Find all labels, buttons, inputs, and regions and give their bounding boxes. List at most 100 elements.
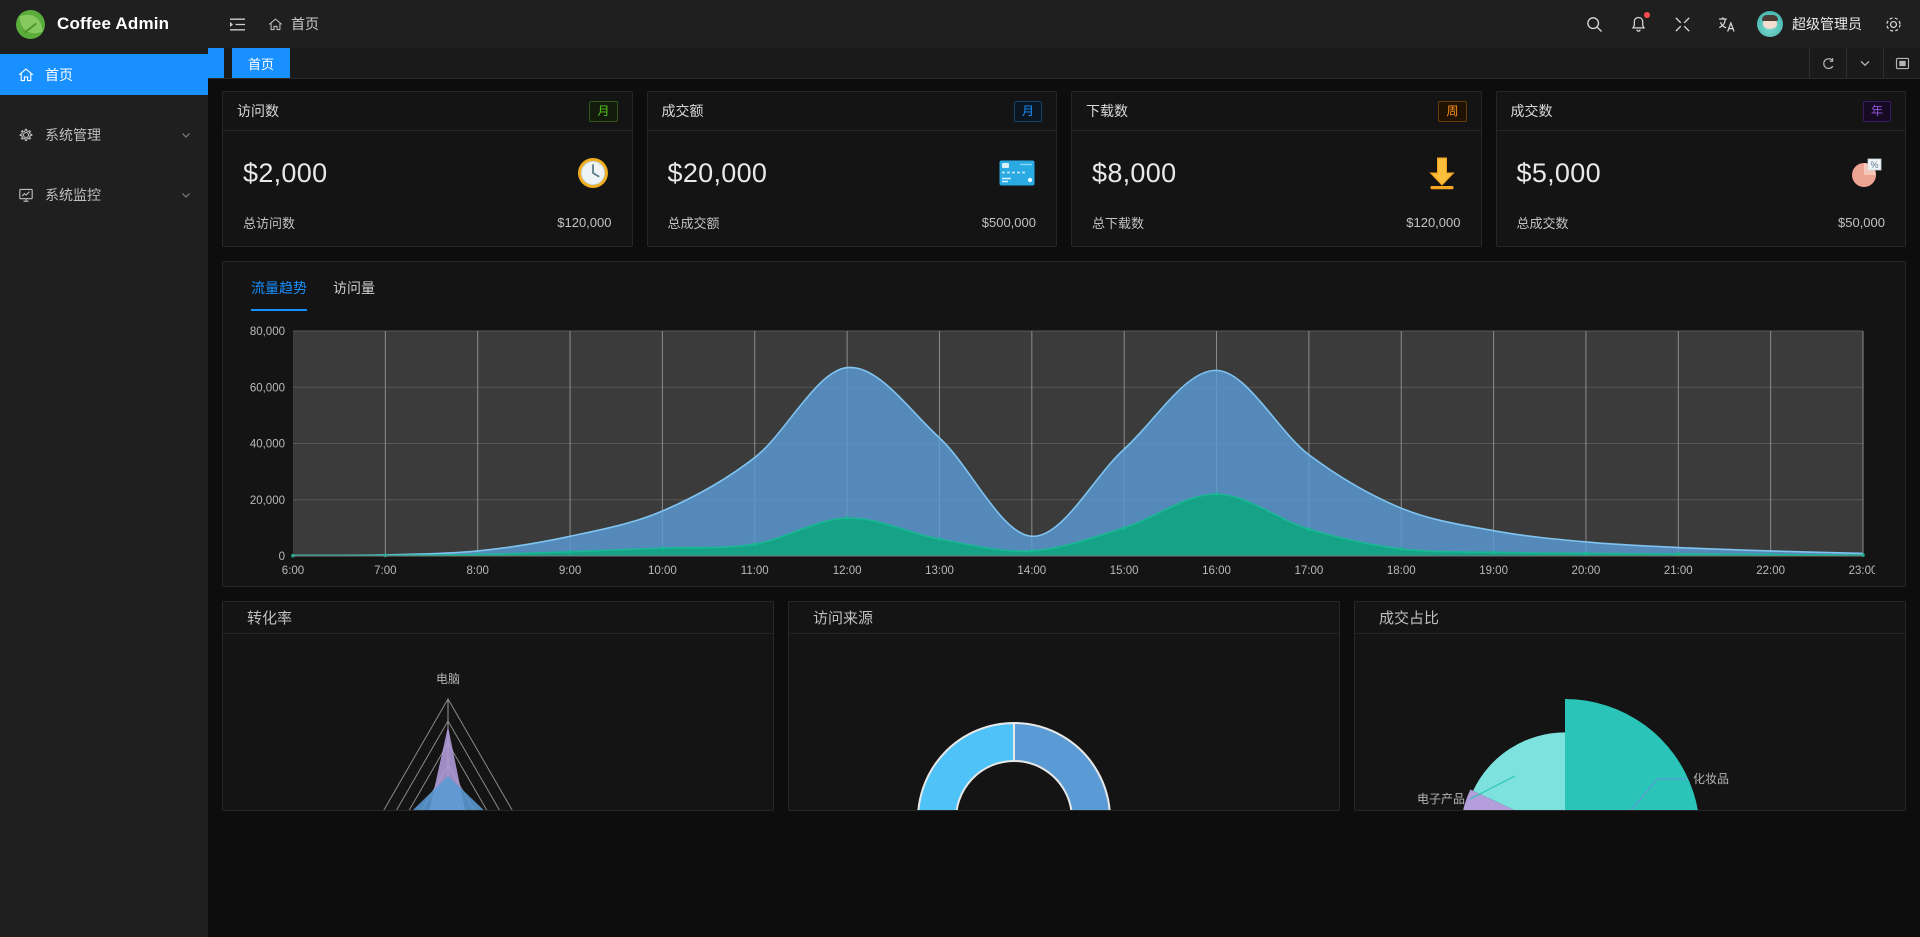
- y-tick-label: 80,000: [250, 326, 285, 338]
- sidebar-item-system-monitor[interactable]: 系统监控: [0, 175, 208, 215]
- area-series-visits: [293, 494, 1863, 556]
- stat-footer: 总成交数 $50,000: [1517, 213, 1886, 232]
- stat-footer-label: 总成交额: [667, 216, 720, 231]
- data-point: [1491, 550, 1496, 555]
- spring-leaf-logo-icon: [16, 9, 45, 39]
- tab-visits[interactable]: 访问量: [333, 280, 375, 296]
- page-tab-label: 首页: [248, 56, 275, 72]
- panel-body: [789, 634, 1339, 810]
- fullscreen-icon[interactable]: [1669, 11, 1695, 37]
- card-title: 成交额: [661, 103, 704, 119]
- visit-source-donut-chart[interactable]: [789, 634, 1239, 810]
- conversion-rate-panel: 转化率 电脑耳机充电器: [222, 601, 774, 811]
- stat-footer: 总访问数 $120,000: [243, 213, 612, 232]
- rose-leader-line: [1630, 777, 1687, 810]
- x-tick-label: 18:00: [1387, 565, 1416, 577]
- refresh-icon[interactable]: [1809, 48, 1846, 78]
- search-icon[interactable]: [1581, 11, 1607, 37]
- traffic-trend-chart[interactable]: 0 20,000 40,000 60,000 80,000 6:00 7:00 8:00 9:0…: [223, 311, 1905, 594]
- page-tab-home[interactable]: 首页: [232, 48, 291, 78]
- donut-slice-来源A: [1013, 721, 1111, 810]
- sidebar: Coffee Admin 首页 系统管理: [0, 0, 208, 937]
- panel-title: 转化率: [247, 609, 293, 627]
- radar-grid-ring: [408, 741, 488, 810]
- chevron-down-icon[interactable]: [1846, 48, 1883, 78]
- x-tick-label: 6:00: [282, 565, 304, 577]
- visit-source-panel: 访问来源: [788, 601, 1340, 811]
- data-point: [1676, 552, 1681, 556]
- fullscreen-expand-icon[interactable]: [1883, 48, 1920, 78]
- stat-main-row: $2,000: [243, 149, 612, 197]
- status-badge: 周: [1438, 100, 1467, 122]
- deal-share-panel: 成交占比 电子产品 化妆品: [1354, 601, 1906, 811]
- sidebar-item-system-management[interactable]: 系统管理: [0, 115, 208, 155]
- radar-series-转化率: [412, 775, 485, 810]
- stat-footer: 总成交额 $500,000: [668, 213, 1037, 232]
- settings-gear-icon[interactable]: [1880, 11, 1906, 37]
- x-tick-label: 21:00: [1664, 565, 1693, 577]
- rose-label-electronics: 电子产品: [1417, 792, 1465, 806]
- home-icon: [268, 17, 283, 32]
- chevron-down-icon: [180, 189, 192, 201]
- traffic-trend-svg: 0 20,000 40,000 60,000 80,000 6:00 7:00 8:00 9:0…: [250, 326, 1875, 577]
- radar-grid-ring: [383, 697, 513, 810]
- user-menu[interactable]: 超级管理员: [1757, 11, 1862, 37]
- menu-spacer: [0, 95, 208, 115]
- sidebar-item-label: 首页: [45, 66, 73, 83]
- card-body: $20,000: [648, 131, 1057, 246]
- x-tick-label: 19:00: [1479, 565, 1508, 577]
- pie-percent-icon: %: [1847, 154, 1885, 192]
- card-title: 访问数: [237, 103, 279, 119]
- page-tabstrip: 首页: [208, 48, 1920, 79]
- y-tick-label: 0: [279, 551, 285, 563]
- panel-title: 成交占比: [1379, 609, 1440, 627]
- data-point: [568, 549, 572, 554]
- tab-traffic-trend[interactable]: 流量趋势: [251, 278, 307, 311]
- data-point: [752, 542, 757, 546]
- stat-card-transaction-amount: 成交额 月 $20,000: [646, 91, 1057, 247]
- card-header: 成交数 年: [1496, 92, 1905, 131]
- stat-footer-label: 总访问数: [243, 216, 296, 231]
- data-point: [1768, 552, 1773, 557]
- y-tick-label: 60,000: [250, 382, 285, 394]
- stat-value: $5,000: [1516, 157, 1601, 188]
- svg-text:%: %: [1870, 160, 1878, 170]
- panel-title: 访问来源: [813, 609, 874, 627]
- chart-tab-list: 流量趋势 访问量: [223, 262, 1905, 311]
- card-body: $5,000 % 总成交数: [1497, 131, 1906, 246]
- menu-spacer: [0, 155, 208, 175]
- panel-body: 电脑耳机充电器: [223, 634, 773, 810]
- breadcrumb: 首页: [268, 14, 319, 34]
- x-tick-label: 15:00: [1110, 565, 1139, 577]
- bottom-panel-row: 转化率 电脑耳机充电器 访问来源 成交占比: [222, 601, 1906, 811]
- credit-card-icon: [998, 154, 1036, 192]
- gear-icon: [18, 127, 34, 143]
- brand-logo[interactable]: Coffee Admin: [0, 0, 208, 48]
- rose-leader-line: [1469, 775, 1516, 800]
- card-header: 下载数 周: [1072, 92, 1481, 131]
- stat-value: $2,000: [243, 157, 328, 188]
- breadcrumb-item-label[interactable]: 首页: [291, 16, 319, 32]
- avatar: [1757, 11, 1783, 37]
- donut-slice-来源D: [917, 721, 1015, 810]
- bell-icon[interactable]: [1625, 11, 1651, 37]
- translate-icon[interactable]: [1713, 11, 1739, 37]
- stat-card-downloads: 下载数 周 $8,000: [1071, 91, 1482, 247]
- brand-name: Coffee Admin: [57, 14, 170, 33]
- x-tick-label: 17:00: [1294, 565, 1323, 577]
- area-series-traffic: [293, 367, 1863, 556]
- conversion-radar-chart[interactable]: 电脑耳机充电器: [223, 634, 673, 810]
- card-header: 成交额 月: [647, 92, 1056, 131]
- x-tick-label: 9:00: [559, 565, 581, 577]
- stat-card-row: 访问数 月 $2,000: [222, 91, 1906, 247]
- sidebar-item-home[interactable]: 首页: [0, 54, 208, 95]
- data-point: [1214, 492, 1219, 496]
- data-point: [1399, 547, 1404, 551]
- stat-value: $20,000: [667, 157, 768, 188]
- menu-fold-icon[interactable]: [224, 11, 250, 37]
- sidebar-item-label: 系统管理: [45, 127, 101, 143]
- stat-footer-label: 总下载数: [1092, 216, 1145, 231]
- deal-share-rose-chart[interactable]: 电子产品 化妆品: [1355, 634, 1825, 810]
- panel-header: 成交占比: [1355, 602, 1905, 634]
